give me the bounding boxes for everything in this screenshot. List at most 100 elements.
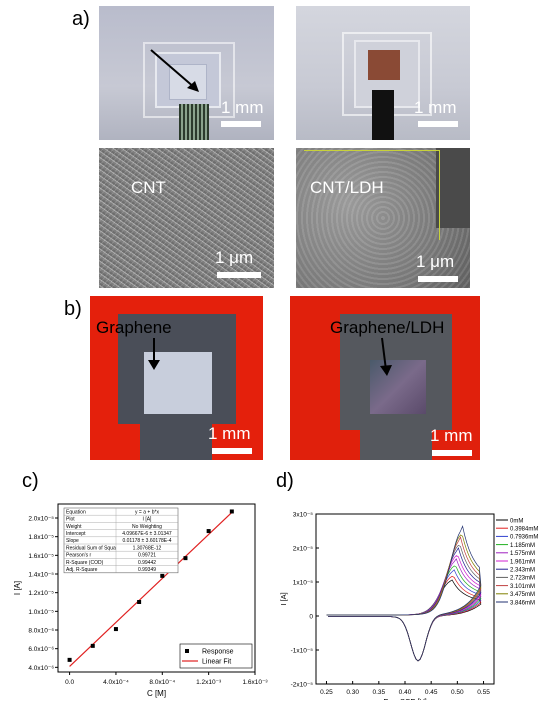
fit-table-value: 1.30768E-12 — [133, 545, 162, 551]
plot-frame — [315, 513, 495, 685]
x-tick-label: 0.40 — [399, 689, 412, 696]
legend-label: 1.575mM — [510, 551, 535, 557]
x-tick-label: 0.25 — [320, 689, 333, 696]
y-axis-label: I [A] — [13, 581, 22, 595]
scale-bar-label: 1 mm — [430, 426, 473, 445]
data-point — [90, 643, 95, 648]
scale-bar — [418, 276, 458, 282]
data-point — [160, 573, 165, 578]
panel-label-c: c) — [22, 470, 39, 492]
y-tick-label: 1.2x10⁻⁵ — [28, 590, 54, 597]
cv-curve — [326, 579, 482, 662]
fit-table-key: Pearson's r — [66, 553, 91, 559]
fit-table-key: Plot — [66, 517, 75, 523]
fit-table-value: No Weighting — [132, 524, 162, 530]
fit-table-key: Equation — [66, 509, 86, 515]
y-tick-label: 1.6x10⁻⁵ — [28, 553, 54, 560]
x-tick-label: 0.55 — [477, 689, 490, 696]
legend-label: 0mM — [510, 518, 523, 524]
data-point — [229, 509, 234, 514]
fit-table-key: Intercept — [66, 531, 86, 537]
sem-image-cnt: CNT 1 μm — [99, 148, 274, 288]
fit-table-key: R-Square (COD) — [66, 560, 104, 566]
x-tick-label: 0.35 — [372, 689, 385, 696]
y-tick-label: 1.0x10⁻⁵ — [28, 609, 54, 616]
plot-frame — [57, 503, 256, 673]
y-tick-label: 8.0x10⁻⁶ — [28, 628, 54, 635]
fit-table-value: 0.99721 — [138, 553, 156, 559]
calibration-chart: 4.0x10⁻⁶ 6.0x10⁻⁶ 8.0x10⁻⁶ 1.0x10⁻⁵ 1.2x10⁻⁵… — [13, 503, 268, 698]
fit-table-value: I [A] — [143, 517, 153, 523]
x-tick-label: 0.0 — [65, 679, 74, 686]
legend-marker — [185, 649, 189, 653]
x-tick-label: 0.45 — [425, 689, 438, 696]
fit-table-key: Slope — [66, 538, 79, 544]
y-axis-label: I [A] — [279, 592, 288, 605]
label-graphene: Graphene — [96, 318, 172, 337]
fit-table-value: y = a + b*x — [135, 509, 159, 515]
panel-label-d: d) — [276, 470, 294, 492]
cv-curve — [326, 575, 482, 662]
cv-chart: 3x10⁻⁵ 2x10⁻⁵ 1x10⁻⁵ 0 -1x10⁻⁵ -2x10⁻⁵ 0.25 0.3… — [279, 512, 538, 701]
scale-bar-label: 1 μm — [416, 252, 455, 271]
photo-graphene: Graphene 1 mm — [90, 296, 263, 460]
fit-table-key: Residual Sum of Squa — [66, 545, 116, 551]
y-tick-label: 3x10⁻⁵ — [293, 512, 314, 519]
fit-table-value: 0.99349 — [138, 567, 156, 573]
legend-label: 1.185mM — [510, 543, 535, 549]
x-axis-label: C [M] — [147, 689, 166, 698]
y-tick-label: 6.0x10⁻⁶ — [28, 646, 54, 653]
x-tick-label: 1.6x10⁻³ — [242, 679, 268, 686]
cv-curve — [326, 534, 482, 662]
arrow-icon — [150, 49, 199, 92]
y-tick-label: -1x10⁻⁵ — [291, 648, 314, 655]
cv-curve — [326, 555, 482, 662]
y-tick-label: -2x10⁻⁵ — [291, 682, 314, 689]
data-point — [206, 529, 211, 534]
cv-curve — [326, 525, 482, 662]
fit-table-key: Weight — [66, 524, 82, 530]
scale-bar — [212, 448, 252, 454]
y-tick-label: 1.4x10⁻⁵ — [28, 572, 54, 579]
data-point — [113, 627, 118, 632]
data-point — [183, 556, 188, 561]
arrow-icon — [148, 338, 160, 370]
scale-bar-label: 1 μm — [215, 248, 254, 267]
cv-curve — [326, 547, 482, 662]
scale-bar — [418, 121, 458, 127]
data-point — [67, 657, 72, 662]
sem-image-cnt-ldh: CNT/LDH 1 μm — [296, 148, 470, 288]
scale-bar — [432, 450, 472, 456]
x-tick-label: 8.0x10⁻⁴ — [149, 679, 175, 686]
data-point — [137, 600, 142, 604]
fit-table-value: 0.99442 — [138, 560, 156, 566]
y-tick-label: 0 — [309, 614, 313, 621]
legend-label: 1.961mM — [510, 559, 535, 565]
arrow-icon — [380, 337, 392, 376]
legend-label: 0.7936mM — [510, 535, 538, 541]
legend-label: 3.101mM — [510, 584, 535, 590]
sem-label-cnt-ldh: CNT/LDH — [310, 178, 384, 197]
legend-label: Linear Fit — [202, 659, 231, 666]
scale-bar-label: 1 mm — [414, 98, 457, 117]
y-tick-label: 1.8x10⁻⁵ — [28, 534, 54, 541]
y-tick-label: 4.0x10⁻⁶ — [28, 665, 54, 672]
fit-table-value: 4.09667E-6 ± 3.01347 — [122, 531, 172, 537]
photo-graphene-ldh: Graphene/LDH 1 mm — [290, 296, 480, 460]
optical-photo-cnt: 1 mm — [99, 6, 274, 140]
panel-label-a: a) — [72, 8, 90, 30]
x-tick-label: 0.30 — [346, 689, 359, 696]
fit-table — [63, 507, 179, 574]
scale-bar — [221, 121, 261, 127]
x-tick-label: 1.2x10⁻³ — [196, 679, 222, 686]
scale-bar-label: 1 mm — [221, 98, 264, 117]
y-tick-label: 1x10⁻⁵ — [293, 580, 314, 587]
legend-box — [179, 643, 253, 669]
x-tick-label: 4.0x10⁻⁴ — [103, 679, 129, 686]
sem-label-cnt: CNT — [131, 178, 166, 197]
legend-label: 3.846mM — [510, 600, 535, 606]
scale-bar — [217, 272, 261, 278]
legend-label: 0.3984mM — [510, 527, 538, 533]
fit-line — [69, 512, 233, 667]
y-tick-label: 2x10⁻⁵ — [293, 546, 314, 553]
